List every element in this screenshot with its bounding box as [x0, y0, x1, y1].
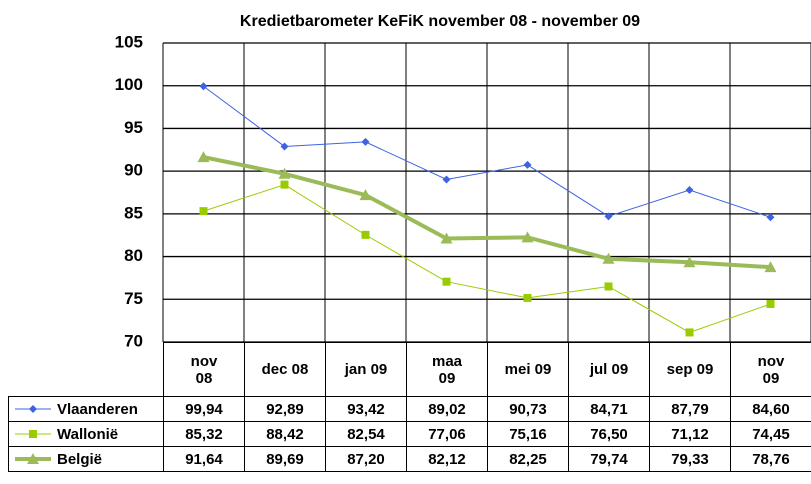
legend-cell: Vlaanderen: [8, 396, 164, 422]
marker: [683, 256, 696, 268]
category-header: mei 09: [487, 342, 569, 397]
marker: [766, 299, 775, 308]
y-tick-label: 95: [124, 118, 143, 137]
value-cell: 87,20: [325, 446, 407, 472]
chart-title: Kredietbarometer KeFiK november 08 - nov…: [240, 13, 640, 30]
value-cell: 88,42: [244, 421, 326, 447]
marker: [766, 213, 775, 222]
series-line: [203, 184, 771, 333]
value-cell: 76,50: [568, 421, 650, 447]
marker: [604, 282, 613, 291]
marker: [280, 142, 289, 151]
marker: [685, 328, 694, 337]
value-cell: 84,60: [730, 396, 811, 422]
value-cell: 93,42: [325, 396, 407, 422]
marker: [442, 277, 451, 286]
value-cell: 79,74: [568, 446, 650, 472]
legend-cell: Wallonië: [8, 421, 164, 447]
value-cell: 79,33: [649, 446, 731, 472]
value-cell: 84,71: [568, 396, 650, 422]
category-header: maa 09: [406, 342, 488, 397]
marker: [521, 231, 534, 243]
category-header: nov 08: [163, 342, 245, 397]
y-tick-label: 80: [124, 246, 143, 265]
value-cell: 92,89: [244, 396, 326, 422]
marker: [685, 186, 694, 195]
y-tick-label: 85: [124, 203, 143, 222]
series-line: [203, 155, 771, 270]
category-header: jan 09: [325, 342, 407, 397]
value-cell: 89,69: [244, 446, 326, 472]
series-line: [203, 85, 771, 218]
marker: [199, 82, 208, 91]
marker: [197, 151, 210, 163]
legend-cell: België: [8, 446, 164, 472]
marker: [764, 261, 777, 273]
category-header: sep 09: [649, 342, 731, 397]
marker: [361, 137, 370, 146]
value-cell: 91,64: [163, 446, 245, 472]
legend-marker: [15, 453, 51, 464]
marker: [442, 175, 451, 184]
marker: [602, 252, 615, 264]
value-cell: 71,12: [649, 421, 731, 447]
marker: [359, 189, 372, 201]
value-cell: 82,12: [406, 446, 488, 472]
y-tick-label: 90: [124, 161, 143, 180]
value-cell: 85,32: [163, 421, 245, 447]
value-cell: 77,06: [406, 421, 488, 447]
y-tick-label: 105: [115, 32, 143, 51]
legend-marker: [15, 405, 51, 413]
value-cell: 74,45: [730, 421, 811, 447]
category-header: nov 09: [730, 342, 811, 397]
category-header: dec 08: [244, 342, 326, 397]
marker: [440, 232, 453, 244]
marker: [604, 212, 613, 221]
marker: [199, 207, 208, 216]
y-tick-label: 100: [115, 75, 143, 94]
value-cell: 99,94: [163, 396, 245, 422]
value-cell: 89,02: [406, 396, 488, 422]
marker: [523, 160, 532, 169]
legend-label: Vlaanderen: [57, 400, 138, 418]
value-cell: 75,16: [487, 421, 569, 447]
value-cell: 87,79: [649, 396, 731, 422]
value-cell: 78,76: [730, 446, 811, 472]
category-header: jul 09: [568, 342, 650, 397]
marker: [361, 230, 370, 239]
legend-symbol: [29, 405, 37, 413]
value-cell: 82,25: [487, 446, 569, 472]
legend-marker: [15, 430, 51, 438]
marker: [278, 167, 291, 179]
y-tick-label: 75: [124, 289, 143, 308]
value-cell: 82,54: [325, 421, 407, 447]
legend-label: België: [57, 450, 103, 468]
marker: [280, 180, 289, 189]
y-tick-label: 70: [124, 331, 143, 350]
marker: [523, 293, 532, 302]
legend-label: Wallonië: [57, 425, 119, 443]
legend-symbol: [29, 430, 37, 438]
legend-symbol: [27, 453, 39, 464]
value-cell: 90,73: [487, 396, 569, 422]
